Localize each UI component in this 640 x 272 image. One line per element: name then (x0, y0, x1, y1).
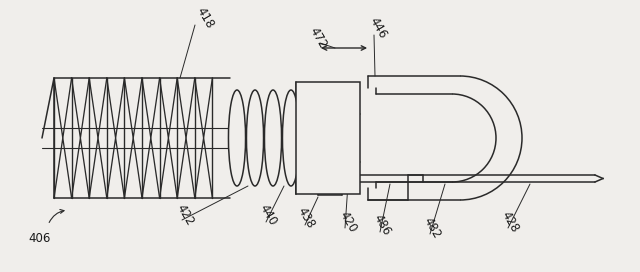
Ellipse shape (264, 90, 282, 186)
Text: 428: 428 (499, 209, 521, 235)
Text: 486: 486 (371, 212, 393, 238)
Text: 420: 420 (337, 209, 359, 235)
Bar (296, 82, 360, 194)
Ellipse shape (282, 90, 300, 186)
Text: 446: 446 (367, 15, 389, 41)
Ellipse shape (228, 90, 246, 186)
Text: 406: 406 (29, 231, 51, 245)
Text: 422: 422 (173, 202, 196, 228)
Ellipse shape (246, 90, 264, 186)
Text: 438: 438 (295, 205, 317, 231)
Text: 472: 472 (307, 25, 329, 51)
Text: 482: 482 (420, 215, 444, 241)
Text: 418: 418 (194, 5, 216, 31)
Text: 440: 440 (257, 202, 279, 228)
